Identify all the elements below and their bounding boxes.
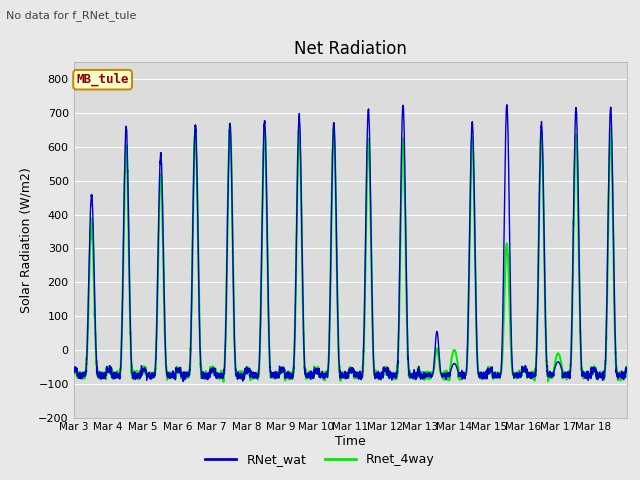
RNet_wat: [530, 372, 538, 378]
Rnet_4way: [502, 242, 510, 248]
Rnet_4way: [371, 375, 379, 381]
RNet_wat: [503, 102, 511, 108]
RNet_wat: [70, 368, 77, 374]
Rnet_4way: [530, 373, 538, 379]
RNet_wat: [179, 379, 187, 384]
Title: Net Radiation: Net Radiation: [294, 40, 407, 58]
Text: No data for f_RNet_tule: No data for f_RNet_tule: [6, 10, 137, 21]
Legend: RNet_wat, Rnet_4way: RNet_wat, Rnet_4way: [200, 448, 440, 471]
RNet_wat: [401, 156, 408, 162]
Rnet_4way: [220, 379, 227, 384]
Rnet_4way: [70, 367, 77, 373]
X-axis label: Time: Time: [335, 435, 366, 448]
RNet_wat: [623, 367, 631, 372]
RNet_wat: [371, 371, 379, 377]
RNet_wat: [544, 370, 552, 376]
Y-axis label: Solar Radiation (W/m2): Solar Radiation (W/m2): [20, 167, 33, 313]
RNet_wat: [502, 107, 510, 113]
Line: Rnet_4way: Rnet_4way: [74, 123, 627, 382]
RNet_wat: [184, 371, 192, 376]
Rnet_4way: [226, 120, 234, 126]
Rnet_4way: [623, 366, 631, 372]
Rnet_4way: [544, 372, 552, 377]
Rnet_4way: [184, 372, 192, 377]
Rnet_4way: [401, 189, 408, 194]
Line: RNet_wat: RNet_wat: [74, 105, 627, 382]
Text: MB_tule: MB_tule: [76, 73, 129, 86]
